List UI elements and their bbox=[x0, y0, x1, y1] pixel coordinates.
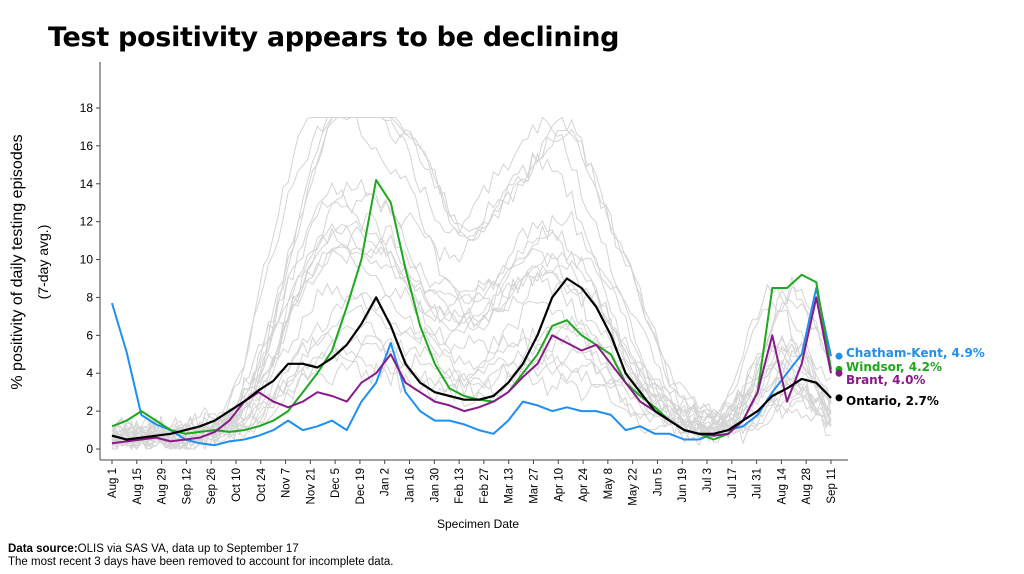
x-tick-label: Aug 29 bbox=[157, 468, 169, 504]
y-tick-label: 12 bbox=[80, 215, 94, 229]
x-tick-label: Feb 13 bbox=[454, 468, 466, 504]
y-tick-label: 0 bbox=[86, 442, 93, 456]
x-tick-label: Jul 3 bbox=[702, 468, 714, 492]
data-source-line: Data source:OLIS via SAS VA, data up to … bbox=[8, 543, 393, 556]
footnote: The most recent 3 days have been removed… bbox=[8, 556, 394, 568]
y-axis-label: % positivity of daily testing episodes bbox=[9, 134, 26, 389]
series-line-ontario bbox=[111, 277, 832, 441]
series-line-windsor bbox=[111, 179, 832, 441]
x-tick-label: Mar 27 bbox=[528, 468, 540, 504]
x-tick-label: Jun 19 bbox=[677, 468, 689, 503]
y-tick-label: 16 bbox=[80, 139, 94, 153]
x-tick-label: Apr 10 bbox=[553, 468, 565, 502]
y-tick-label: 4 bbox=[86, 366, 93, 380]
y-tick-label: 18 bbox=[80, 101, 94, 115]
x-tick-label: Jul 31 bbox=[752, 468, 764, 499]
page-title: Test positivity appears to be declining bbox=[48, 22, 620, 53]
series-line-brant bbox=[111, 296, 832, 445]
y-tick-label: 2 bbox=[86, 404, 93, 418]
series-end-labels: Chatham-Kent, 4.9%Windsor, 4.2%Brant, 4.… bbox=[835, 346, 985, 408]
x-tick-label: Sep 12 bbox=[181, 468, 193, 504]
data-source-text: OLIS via SAS VA, data up to September 17 bbox=[77, 543, 299, 555]
footer: Data source:OLIS via SAS VA, data up to … bbox=[8, 543, 393, 569]
background-region-line bbox=[111, 201, 832, 445]
x-tick-label: Jan 30 bbox=[429, 468, 441, 503]
x-tick-label: Jan 16 bbox=[405, 468, 417, 503]
end-label-ontario: Ontario, 2.7% bbox=[846, 394, 939, 408]
x-tick-label: Feb 27 bbox=[479, 468, 491, 504]
chart-axes: 0 2 4 6 8 10 12 14 16 18 Aug 1 Aug 15 Aug 29 Sep 12 Se… bbox=[80, 62, 848, 506]
end-point-brant bbox=[835, 369, 843, 377]
x-tick-label: Dec 19 bbox=[355, 468, 367, 504]
end-label-chatham-kent: Chatham-Kent, 4.9% bbox=[846, 346, 985, 360]
y-tick-label: 8 bbox=[86, 290, 93, 304]
background-region-line bbox=[111, 117, 832, 442]
x-axis-label: Specimen Date bbox=[437, 517, 519, 531]
x-tick-label: Sep 26 bbox=[206, 468, 218, 504]
y-axis-sublabel: (7-day avg.) bbox=[35, 225, 51, 300]
series-lines bbox=[111, 179, 832, 447]
x-tick-label: Oct 10 bbox=[231, 468, 243, 502]
x-tick-label: Apr 24 bbox=[578, 467, 590, 501]
data-source-label: Data source: bbox=[8, 543, 78, 555]
end-point-ontario bbox=[835, 394, 843, 402]
x-tick-label: Mar 13 bbox=[504, 468, 516, 504]
x-tick-label: Aug 15 bbox=[132, 468, 144, 504]
x-tick-label: May 22 bbox=[628, 468, 640, 506]
end-label-windsor: Windsor, 4.2% bbox=[846, 360, 942, 374]
background-region-line bbox=[111, 116, 832, 445]
x-tick-label: May 8 bbox=[603, 468, 615, 499]
y-tick-label: 14 bbox=[80, 177, 94, 191]
x-tick-label: Aug 14 bbox=[776, 467, 788, 504]
x-tick-label: Dec 5 bbox=[330, 468, 342, 498]
background-region-line bbox=[111, 226, 832, 450]
y-tick-label: 10 bbox=[80, 253, 94, 267]
background-region-line bbox=[111, 117, 832, 446]
y-tick-label: 6 bbox=[86, 328, 93, 342]
x-tick-label: Nov 7 bbox=[281, 468, 293, 498]
x-tick-label: Oct 24 bbox=[256, 467, 268, 501]
end-point-chatham-kent bbox=[835, 352, 843, 360]
x-tick-label: Aug 1 bbox=[107, 468, 119, 498]
end-label-brant: Brant, 4.0% bbox=[846, 373, 925, 387]
x-tick-label: Jun 5 bbox=[652, 468, 664, 496]
x-tick-label: Sep 11 bbox=[826, 468, 838, 504]
x-tick-label: Aug 28 bbox=[801, 468, 813, 504]
background-region-line bbox=[111, 116, 832, 449]
x-tick-label: Nov 21 bbox=[305, 468, 317, 504]
x-tick-label: Jan 2 bbox=[380, 468, 392, 496]
x-tick-label: Jul 17 bbox=[727, 468, 739, 499]
